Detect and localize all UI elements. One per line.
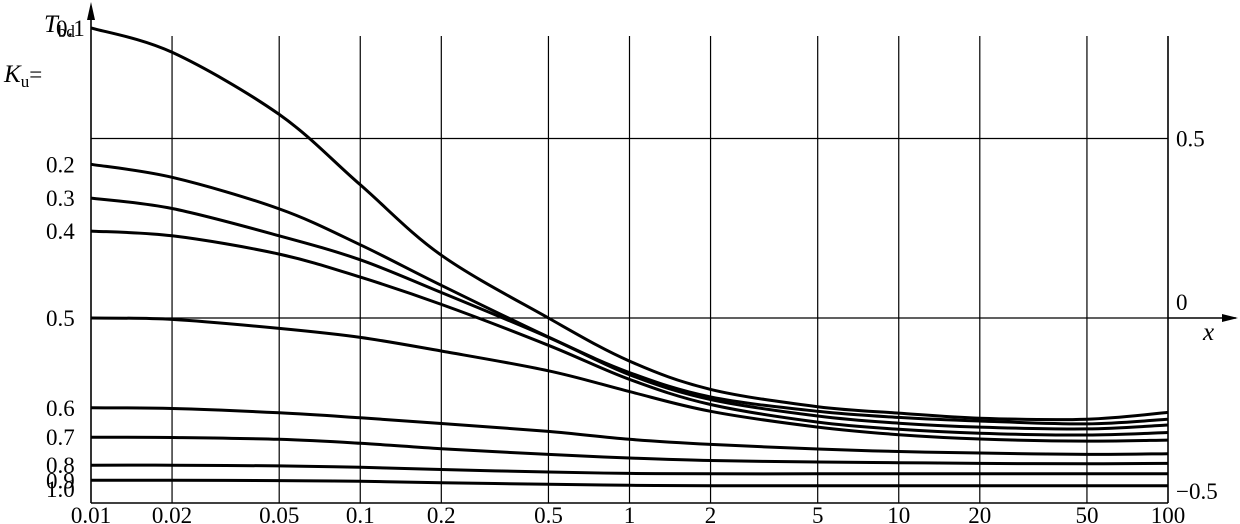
series-curve-0.5 xyxy=(90,316,1169,443)
x-tick-label: 1 xyxy=(624,503,636,524)
x-tick-label: 2 xyxy=(705,503,717,524)
x-tick-label: 0.5 xyxy=(534,503,563,524)
left-tick-label: 0.8 xyxy=(46,453,75,478)
x-axis-title: x xyxy=(1202,319,1214,346)
y-axis-title: Tbd xyxy=(44,11,75,41)
x-tick-label: 5 xyxy=(812,503,824,524)
series-curve-0.7 xyxy=(90,435,1169,466)
series-curve-0.4 xyxy=(90,229,1169,437)
left-tick-label: 0.7 xyxy=(46,425,75,450)
left-tick-label: 0.3 xyxy=(46,186,75,211)
series-curve-0.2 xyxy=(90,162,1169,426)
x-tick-label: 0.2 xyxy=(427,503,456,524)
left-tick-label: 0.1 xyxy=(56,16,85,41)
tick-labels: 0.01 0.02 0.05 0.1 0.2 0.5 1 2 5 10 20 50 100 0.5 0 −0.… xyxy=(46,16,1218,524)
series-curve-0.1 xyxy=(90,26,1169,422)
left-tick-label: 0.4 xyxy=(46,219,75,244)
left-tick-label: 0.2 xyxy=(46,152,75,177)
x-tick-label: 0.02 xyxy=(152,503,192,524)
axes xyxy=(87,2,1238,504)
x-tick-label: 100 xyxy=(1151,503,1186,524)
x-tick-label: 10 xyxy=(887,503,910,524)
right-tick-label: 0 xyxy=(1176,290,1188,315)
curves xyxy=(90,26,1169,488)
grid-lines xyxy=(91,36,1168,503)
left-tick-label: 0.9 xyxy=(46,468,75,493)
left-tick-label: 1.0 xyxy=(46,477,75,502)
y-axis-arrow xyxy=(87,2,95,20)
right-tick-label: −0.5 xyxy=(1176,479,1218,504)
left-series-symbol: K xyxy=(3,61,22,88)
x-tick-label: 0.1 xyxy=(346,503,375,524)
left-tick-label: 0.5 xyxy=(46,306,75,331)
x-tick-label: 50 xyxy=(1075,503,1098,524)
left-series-prefix: Ku= xyxy=(3,61,42,91)
left-tick-label: 0.6 xyxy=(46,396,75,421)
series-curve-0.6 xyxy=(90,406,1169,456)
x-axis-arrow xyxy=(1222,314,1238,322)
x-tick-label: 0.01 xyxy=(71,503,111,524)
y-axis-title-symbol: T xyxy=(44,11,60,38)
x-tick-label: 20 xyxy=(968,503,991,524)
left-series-subscript: u xyxy=(21,72,30,91)
left-series-equals: = xyxy=(29,62,42,87)
y-axis-title-subscript: bd xyxy=(58,22,76,41)
series-curve-0.3 xyxy=(90,196,1169,431)
x-tick-label: 0.05 xyxy=(259,503,299,524)
series-curve-0.9 xyxy=(90,478,1168,488)
series-curve-0.8 xyxy=(90,463,1168,476)
right-tick-label: 0.5 xyxy=(1176,127,1205,152)
